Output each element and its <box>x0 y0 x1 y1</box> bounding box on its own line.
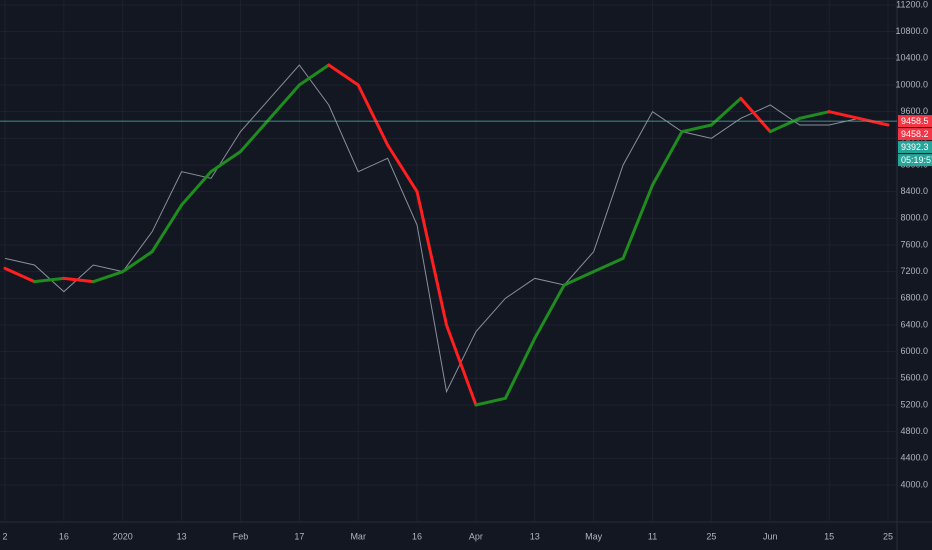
trend-segment <box>798 110 831 120</box>
x-tick-label: 17 <box>294 531 304 541</box>
price-label: 05:19:57 <box>901 155 932 165</box>
trend-segment <box>91 270 125 284</box>
trend-segment <box>297 63 331 87</box>
price-line <box>4 64 889 394</box>
x-tick-label: 13 <box>530 531 540 541</box>
trend-segment <box>209 150 242 174</box>
y-tick-label: 10800.0 <box>895 26 928 36</box>
trend-segment <box>680 123 713 134</box>
y-tick-label: 11200.0 <box>896 0 928 9</box>
x-tick-label: Jun <box>763 531 778 541</box>
y-tick-label: 5600.0 <box>900 373 928 383</box>
trend-segment <box>3 266 36 284</box>
x-tick-label: 25 <box>883 531 893 541</box>
trend-segment <box>62 276 95 284</box>
price-label-box <box>898 115 932 128</box>
y-tick-label: 10000.0 <box>895 79 928 89</box>
trend-segment <box>592 256 625 274</box>
trend-segment <box>533 283 566 340</box>
trend-segment <box>739 96 772 134</box>
x-tick-label: Apr <box>469 531 483 541</box>
x-tick-label: 11 <box>648 531 657 541</box>
x-tick-label: 16 <box>412 531 422 541</box>
trend-segment <box>857 116 890 127</box>
price-label-box <box>898 154 932 167</box>
trend-segment <box>238 116 272 154</box>
y-tick-label: 6400.0 <box>900 319 928 329</box>
trend-segment <box>445 323 478 407</box>
trend-segment <box>327 63 360 87</box>
x-tick-label: 2020 <box>113 531 133 541</box>
x-tick-label: 16 <box>59 531 69 541</box>
trend-segment <box>709 96 743 127</box>
trend-segment <box>621 183 655 260</box>
y-tick-label: 8000.0 <box>900 213 928 223</box>
x-tick-label: 2 <box>2 531 7 541</box>
trend-segment <box>827 110 861 120</box>
y-tick-label: 4400.0 <box>900 453 928 463</box>
x-tick-label: 15 <box>824 531 834 541</box>
trend-segment <box>356 83 390 147</box>
price-label-box <box>898 141 932 154</box>
trend-segment <box>651 130 684 187</box>
price-label: 9458.5 <box>901 116 929 126</box>
trend-segment <box>386 143 419 194</box>
x-tick-label: Feb <box>233 531 249 541</box>
price-label: 9458.2 <box>901 129 929 139</box>
y-tick-label: 8400.0 <box>900 186 928 196</box>
x-tick-label: May <box>585 531 603 541</box>
y-tick-label: 6000.0 <box>900 346 928 356</box>
trend-segment <box>32 276 66 284</box>
trend-segment <box>503 336 537 400</box>
x-tick-label: 13 <box>177 531 187 541</box>
trend-segment <box>180 170 213 207</box>
trend-segment <box>121 250 154 274</box>
trend-segment <box>150 203 184 254</box>
trend-segment <box>415 190 448 327</box>
y-tick-label: 10400.0 <box>895 53 928 63</box>
y-tick-label: 4800.0 <box>900 426 928 436</box>
y-tick-label: 7200.0 <box>900 266 928 276</box>
y-tick-label: 4000.0 <box>900 479 928 489</box>
y-tick-label: 7600.0 <box>900 239 928 249</box>
y-tick-label: 6800.0 <box>900 293 928 303</box>
price-label-box <box>898 128 932 141</box>
x-tick-label: Mar <box>350 531 366 541</box>
trend-segment <box>474 396 507 407</box>
trend-segment <box>562 270 596 287</box>
y-tick-label: 5200.0 <box>900 399 928 409</box>
y-tick-label: 9600.0 <box>900 106 928 116</box>
trend-segment <box>268 83 301 120</box>
price-label: 9392.3 <box>901 142 929 152</box>
trend-segment <box>768 116 802 134</box>
x-tick-label: 25 <box>706 531 716 541</box>
